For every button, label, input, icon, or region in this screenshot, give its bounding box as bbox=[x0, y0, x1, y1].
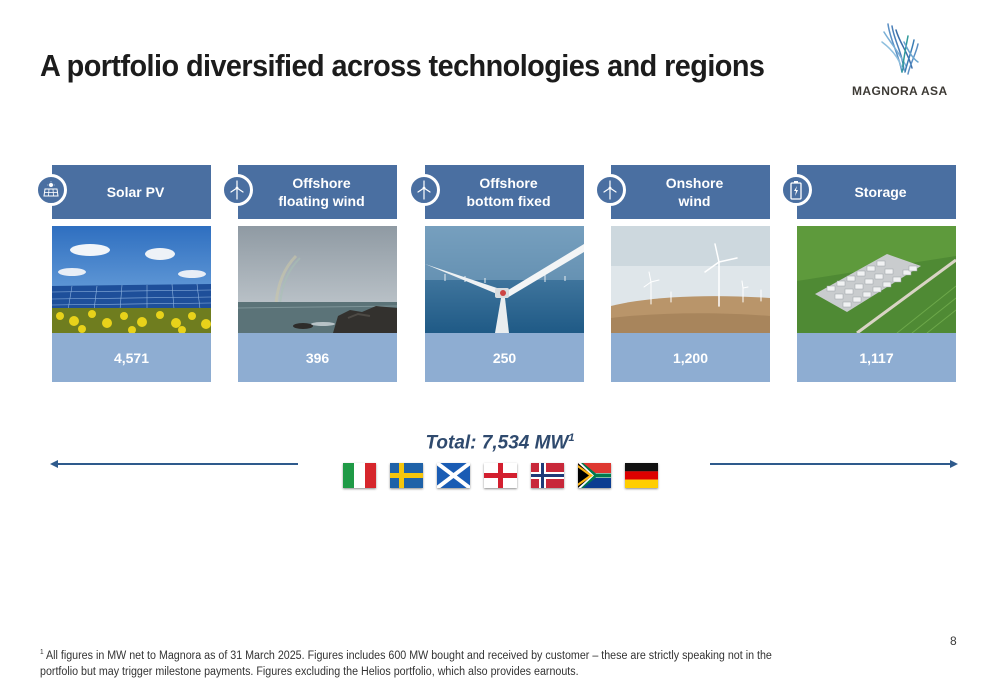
scotland-flag-icon bbox=[437, 463, 470, 488]
sweden-flag-icon bbox=[390, 463, 423, 488]
battery-storage-photo bbox=[797, 226, 956, 333]
wind-turbine-icon bbox=[408, 174, 440, 206]
battery-icon bbox=[780, 174, 812, 206]
tech-header: Solar PV bbox=[35, 165, 211, 219]
tech-card-solar-pv: Solar PV 4,571 bbox=[35, 165, 211, 382]
footnote: 1 All figures in MW net to Magnora as of… bbox=[40, 645, 803, 680]
offshore-bottom-fixed-photo bbox=[425, 226, 584, 333]
page-number: 8 bbox=[950, 634, 957, 648]
tech-card-storage: Storage 1,117 bbox=[780, 165, 956, 382]
slide-title: A portfolio diversified across technolog… bbox=[40, 48, 765, 83]
tech-card-onshore-wind: Onshore wind 1,200 bbox=[594, 165, 770, 382]
right-arrow-icon bbox=[710, 460, 958, 468]
tech-card-offshore-floating-wind: Offshore floating wind 396 bbox=[221, 165, 397, 382]
total-label: Total: 7,534 MW1 bbox=[0, 432, 1000, 454]
footnote-marker: 1 bbox=[40, 649, 44, 656]
onshore-wind-photo bbox=[611, 226, 770, 333]
solar-panel-icon bbox=[35, 174, 67, 206]
tech-label: Solar PV bbox=[106, 184, 165, 200]
tech-label: Storage bbox=[854, 184, 907, 200]
footnote-text: All figures in MW net to Magnora as of 3… bbox=[40, 649, 772, 678]
tech-value: 1,117 bbox=[797, 333, 956, 382]
tech-value: 4,571 bbox=[52, 333, 211, 382]
left-arrow-icon bbox=[50, 460, 298, 468]
south-africa-flag-icon bbox=[578, 463, 611, 488]
magnora-logo: MAGNORA ASA bbox=[850, 22, 962, 102]
wind-turbine-icon bbox=[221, 174, 253, 206]
total-text: Total: 7,534 MW bbox=[425, 432, 569, 454]
magnora-logo-mark-icon bbox=[881, 23, 919, 75]
tech-label: Offshore floating wind bbox=[278, 175, 365, 209]
tech-header: Storage bbox=[780, 165, 956, 219]
logo-text: MAGNORA ASA bbox=[852, 84, 948, 98]
tech-label: Onshore wind bbox=[665, 175, 724, 209]
tech-header: Offshore bottom fixed bbox=[408, 165, 584, 219]
norway-flag-icon bbox=[531, 463, 564, 488]
total-footnote-marker: 1 bbox=[568, 432, 575, 444]
england-flag-icon bbox=[484, 463, 517, 488]
tech-header: Offshore floating wind bbox=[221, 165, 397, 219]
germany-flag-icon bbox=[625, 463, 658, 488]
offshore-floating-wind-photo bbox=[238, 226, 397, 333]
solar-field-photo bbox=[52, 226, 211, 333]
tech-value: 250 bbox=[425, 333, 584, 382]
italy-flag-icon bbox=[343, 463, 376, 488]
tech-card-offshore-bottom-fixed: Offshore bottom fixed 250 bbox=[408, 165, 584, 382]
tech-value: 396 bbox=[238, 333, 397, 382]
wind-turbine-icon bbox=[594, 174, 626, 206]
tech-label: Offshore bottom fixed bbox=[466, 175, 551, 209]
tech-header: Onshore wind bbox=[594, 165, 770, 219]
tech-value: 1,200 bbox=[611, 333, 770, 382]
